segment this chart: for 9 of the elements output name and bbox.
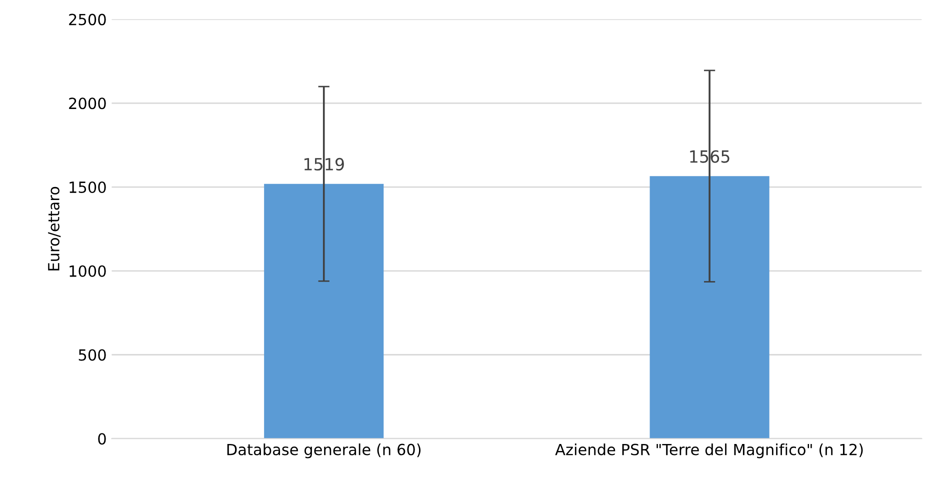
y-axis-title: Euro/ettaro: [48, 186, 61, 270]
y-tick-label: 2000: [69, 98, 106, 110]
y-tick-label: 500: [78, 349, 106, 361]
y-tick-label: 0: [98, 433, 106, 445]
y-tick-label: 1500: [70, 181, 106, 194]
y-tick-label: 1000: [70, 265, 106, 277]
x-tick-label: Aziende PSR "Terre del Magnifico" (n 12): [555, 443, 863, 458]
y-tick-label: 2500: [69, 14, 106, 26]
x-tick-label: Database generale (n 60): [227, 443, 421, 458]
